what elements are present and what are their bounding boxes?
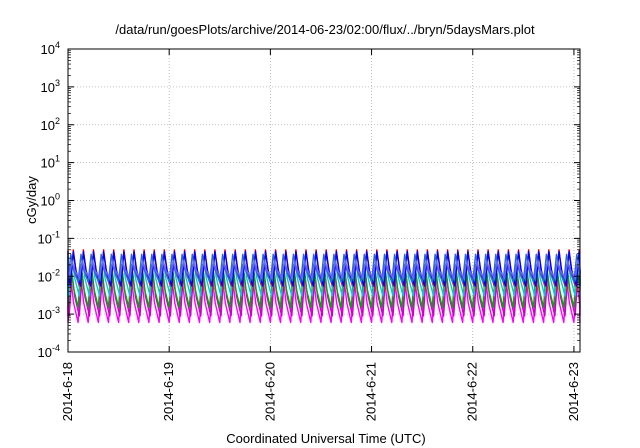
y-tick-label: 104 [41, 40, 60, 57]
y-tick-labels: 10-4 10-3 10-2 10-1 100 101 102 103 104 [38, 40, 60, 360]
chart-title: /data/run/goesPlots/archive/2014-06-23/0… [115, 22, 535, 37]
y-tick-label: 103 [41, 78, 60, 95]
x-tick-label: 2014-6-22 [465, 362, 480, 421]
data-series-line [67, 250, 581, 287]
y-tick-label: 10-3 [38, 305, 60, 322]
y-tick-label: 102 [41, 116, 60, 133]
y-tick-label: 100 [41, 192, 60, 209]
y-tick-label: 10-4 [38, 343, 60, 360]
x-axis-label: Coordinated Universal Time (UTC) [226, 431, 425, 446]
y-tick-label: 10-1 [38, 229, 60, 246]
x-tick-label: 2014-6-19 [161, 362, 176, 421]
x-tick-labels: 2014-6-18 2014-6-19 2014-6-20 2014-6-21 2014… [60, 362, 581, 421]
ticks [67, 48, 580, 353]
x-tick-label: 2014-6-23 [566, 362, 581, 421]
y-tick-label: 10-2 [38, 267, 60, 284]
data-series-line [67, 260, 581, 279]
y-axis-label: cGy/day [24, 176, 39, 224]
series-group [67, 249, 581, 324]
y-tick-label: 101 [41, 154, 60, 171]
x-tick-label: 2014-6-18 [60, 362, 75, 421]
x-tick-label: 2014-6-20 [262, 362, 277, 421]
x-tick-label: 2014-6-21 [364, 362, 379, 421]
data-series-line [67, 253, 581, 283]
